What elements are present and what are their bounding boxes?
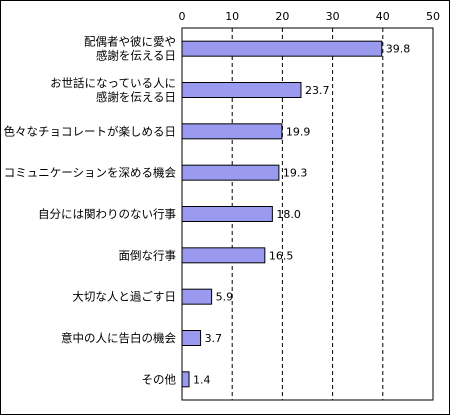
bar bbox=[181, 164, 280, 181]
data-label: 18.0 bbox=[276, 208, 301, 221]
data-label: 39.8 bbox=[386, 43, 411, 56]
bar bbox=[181, 288, 213, 305]
data-label: 1.4 bbox=[193, 373, 211, 386]
plot-area-frame bbox=[181, 27, 434, 401]
category-label-line: 感謝を伝える日 bbox=[96, 49, 176, 63]
category-label-line: コミュニケーションを深める機会 bbox=[4, 166, 177, 180]
category-label-line: お世話になっている人に bbox=[50, 76, 176, 90]
x-tick-label: 50 bbox=[426, 10, 440, 23]
bar bbox=[181, 206, 273, 222]
category-label-line: 色々なチョコレートが楽しめる日 bbox=[4, 124, 177, 138]
category-label-line: 感謝を伝える日 bbox=[96, 90, 176, 104]
bar bbox=[181, 40, 383, 57]
category-label: お世話になっている人に感謝を伝える日 bbox=[50, 76, 176, 104]
data-label: 19.9 bbox=[286, 125, 311, 138]
bar bbox=[181, 247, 266, 264]
data-label: 3.7 bbox=[205, 332, 223, 345]
category-label-line: 大切な人と過ごす日 bbox=[72, 290, 176, 304]
data-label: 23.7 bbox=[305, 84, 330, 97]
category-label-line: 自分には関わりのない行事 bbox=[38, 207, 176, 221]
x-axis-tick-labels: 0 10 20 30 40 50 bbox=[179, 10, 441, 23]
category-label-line: 配偶者や彼に愛や bbox=[84, 35, 176, 49]
bar bbox=[181, 371, 190, 388]
bar bbox=[181, 330, 202, 346]
category-label: 大切な人と過ごす日 bbox=[72, 290, 176, 304]
category-label: コミュニケーションを深める機会 bbox=[4, 166, 177, 180]
category-label: 色々なチョコレートが楽しめる日 bbox=[4, 124, 177, 138]
x-tick-label: 40 bbox=[376, 10, 390, 23]
category-label-line: その他 bbox=[142, 372, 177, 386]
category-label: 配偶者や彼に愛や感謝を伝える日 bbox=[84, 35, 176, 63]
bar bbox=[181, 123, 283, 140]
bars bbox=[181, 40, 383, 388]
x-tick-label: 0 bbox=[179, 10, 186, 23]
data-label: 5.9 bbox=[216, 291, 234, 304]
category-label: 自分には関わりのない行事 bbox=[38, 207, 176, 221]
category-label-line: 意中の人に告白の機会 bbox=[61, 331, 176, 345]
x-tick-label: 30 bbox=[326, 10, 340, 23]
bar bbox=[181, 82, 302, 98]
data-label: 19.3 bbox=[283, 167, 308, 180]
category-label: 面倒な行事 bbox=[119, 248, 177, 262]
category-label: 意中の人に告白の機会 bbox=[61, 331, 176, 345]
category-label: その他 bbox=[142, 372, 177, 386]
data-labels: 39.8 23.7 19.9 19.3 18.0 16.5 5.9 3.7 1.4 bbox=[193, 43, 410, 387]
data-label: 16.5 bbox=[269, 249, 294, 262]
category-labels: 配偶者や彼に愛や感謝を伝える日お世話になっている人に感謝を伝える日色々なチョコレ… bbox=[4, 35, 177, 387]
category-label-line: 面倒な行事 bbox=[119, 248, 177, 262]
x-tick-label: 20 bbox=[275, 10, 289, 23]
x-tick-label: 10 bbox=[225, 10, 239, 23]
